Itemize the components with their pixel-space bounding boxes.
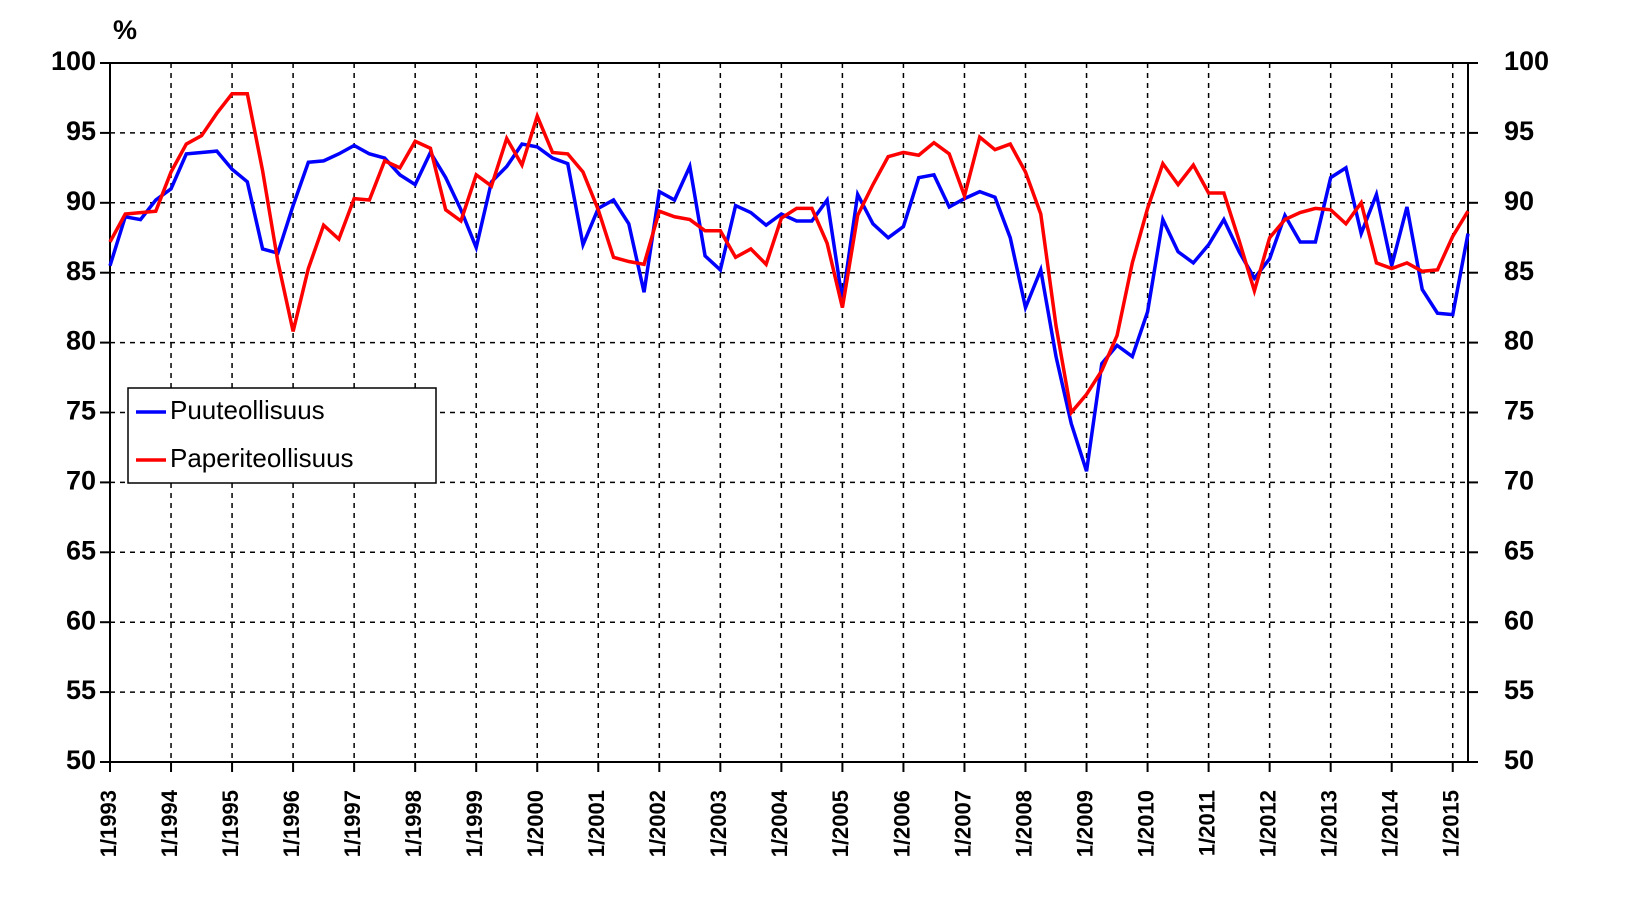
y2-tick-label: 80 [1504, 326, 1534, 356]
x-tick-label: 1/2015 [1439, 790, 1464, 857]
y-tick-label: 90 [66, 186, 96, 216]
x-tick-label: 1/1996 [279, 790, 304, 857]
x-tick-label: 1/2001 [584, 790, 609, 857]
x-tick-label: 1/2006 [889, 790, 914, 857]
y2-tick-label: 65 [1504, 535, 1534, 565]
x-tick-label: 1/2014 [1378, 789, 1403, 857]
y2-tick-label: 50 [1504, 745, 1534, 775]
x-tick-label: 1/2012 [1255, 790, 1280, 857]
x-tick-label: 1/2009 [1072, 790, 1097, 857]
x-tick-label: 1/1997 [340, 790, 365, 857]
legend-box [127, 387, 437, 484]
y-tick-label: 50 [66, 745, 96, 775]
x-tick-label: 1/2004 [767, 789, 792, 857]
x-tick-label: 1/1993 [96, 790, 121, 857]
x-tick-label: 1/1999 [462, 790, 487, 857]
x-tick-label: 1/2011 [1194, 790, 1219, 856]
series-line [108, 142, 1470, 472]
x-tick-label: 1/2000 [523, 790, 548, 857]
x-tick-label: 1/2003 [706, 790, 731, 857]
y-tick-label: 85 [66, 256, 96, 286]
y-tick-label: 100 [51, 46, 96, 76]
y-tick-label: 95 [66, 116, 96, 146]
y2-tick-label: 100 [1504, 46, 1549, 76]
x-tick-label: 1/1995 [218, 790, 243, 857]
y2-tick-label: 85 [1504, 256, 1534, 286]
y-tick-label: 80 [66, 326, 96, 356]
y-tick-label: 75 [66, 396, 96, 426]
y-tick-label: 55 [66, 675, 96, 705]
series-line [108, 92, 1470, 417]
unit-label: % [113, 15, 137, 45]
y2-tick-label: 95 [1504, 116, 1534, 146]
legend-label: Puuteollisuus [170, 395, 325, 425]
y2-tick-label: 70 [1504, 466, 1534, 496]
legend-label: Paperiteollisuus [170, 443, 354, 473]
y2-tick-label: 60 [1504, 605, 1534, 635]
y2-tick-label: 75 [1504, 396, 1534, 426]
y-tick-label: 60 [66, 605, 96, 635]
y2-tick-label: 55 [1504, 675, 1534, 705]
y-tick-label: 70 [66, 466, 96, 496]
y2-tick-label: 90 [1504, 186, 1534, 216]
x-tick-label: 1/2013 [1316, 790, 1341, 857]
y-tick-label: 65 [66, 535, 96, 565]
x-tick-label: 1/2007 [950, 790, 975, 857]
x-tick-label: 1/1998 [401, 790, 426, 857]
plot-frame [109, 62, 1469, 763]
x-tick-label: 1/1994 [157, 789, 182, 857]
x-tick-label: 1/2002 [645, 790, 670, 857]
x-tick-label: 1/2005 [828, 790, 853, 857]
legend: Puuteollisuus Paperiteollisuus [127, 387, 437, 484]
x-tick-label: 1/2010 [1133, 790, 1158, 857]
x-tick-label: 1/2008 [1011, 790, 1036, 857]
